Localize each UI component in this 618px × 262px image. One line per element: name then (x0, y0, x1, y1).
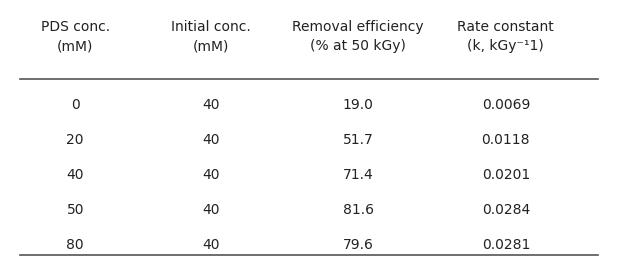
Text: Rate constant
(k, kGy⁻¹1): Rate constant (k, kGy⁻¹1) (457, 20, 554, 53)
Text: 40: 40 (202, 98, 219, 112)
Text: 50: 50 (67, 203, 84, 217)
Text: 0: 0 (71, 98, 80, 112)
Text: 51.7: 51.7 (343, 133, 374, 147)
Text: 40: 40 (67, 168, 84, 182)
Text: 40: 40 (202, 133, 219, 147)
Text: 0.0281: 0.0281 (481, 238, 530, 252)
Text: 79.6: 79.6 (343, 238, 374, 252)
Text: 0.0069: 0.0069 (481, 98, 530, 112)
Text: 80: 80 (66, 238, 84, 252)
Text: PDS conc.
(mM): PDS conc. (mM) (41, 20, 110, 53)
Text: 71.4: 71.4 (343, 168, 374, 182)
Text: Initial conc.
(mM): Initial conc. (mM) (171, 20, 250, 53)
Text: 81.6: 81.6 (343, 203, 374, 217)
Text: 0.0118: 0.0118 (481, 133, 530, 147)
Text: 20: 20 (67, 133, 84, 147)
Text: 0.0201: 0.0201 (482, 168, 530, 182)
Text: Removal efficiency
(% at 50 kGy): Removal efficiency (% at 50 kGy) (292, 20, 424, 53)
Text: 19.0: 19.0 (343, 98, 374, 112)
Text: 40: 40 (202, 168, 219, 182)
Text: 40: 40 (202, 203, 219, 217)
Text: 40: 40 (202, 238, 219, 252)
Text: 0.0284: 0.0284 (482, 203, 530, 217)
